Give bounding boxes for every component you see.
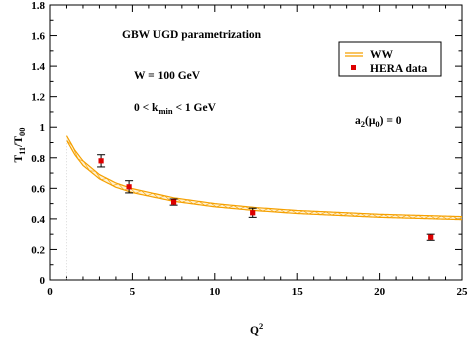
ww-band-hatch bbox=[147, 192, 154, 197]
annotation-energy: W = 100 GeV bbox=[134, 70, 201, 82]
x-axis-title: Q2 bbox=[250, 321, 263, 337]
hera-point bbox=[171, 199, 177, 205]
hera-point bbox=[98, 158, 104, 164]
y-tick-label: 0.4 bbox=[31, 214, 45, 226]
annotation-a2-mid: (μ bbox=[365, 115, 376, 127]
hera-point-group bbox=[125, 180, 134, 194]
x-tick-label: 15 bbox=[292, 286, 304, 298]
ww-band-hatch bbox=[141, 190, 148, 196]
annotation-kmin-sub: min bbox=[158, 106, 172, 116]
annotation-a2-post: ) = 0 bbox=[380, 115, 402, 127]
x-tick-label: 0 bbox=[47, 286, 53, 298]
annotation-a2-sub: 2 bbox=[361, 119, 365, 129]
hera-point-group bbox=[426, 233, 435, 241]
x-tick-label: 25 bbox=[457, 286, 469, 298]
legend-box bbox=[338, 41, 442, 77]
hera-point bbox=[126, 184, 132, 190]
annotation-a2-pre: a bbox=[355, 115, 361, 127]
annotation-kmin: 0 < kmin < 1 GeV bbox=[134, 102, 217, 116]
y-axis-title-s2: 00 bbox=[17, 127, 27, 136]
hera-points bbox=[97, 154, 435, 241]
ww-band-upper bbox=[65, 135, 463, 218]
ww-band bbox=[65, 135, 463, 280]
y-tick-label: 1.2 bbox=[31, 92, 45, 104]
y-tick-label: 0.8 bbox=[31, 153, 45, 165]
annotation-kmin-pre: 0 < k bbox=[134, 102, 159, 114]
hera-point bbox=[250, 210, 256, 216]
y-tick-label: 1.6 bbox=[31, 31, 45, 43]
annotation-a2: a2(μ0) = 0 bbox=[355, 115, 402, 129]
x-axis-title-sup: 2 bbox=[259, 321, 263, 331]
ww-band-fill bbox=[66, 135, 462, 220]
y-tick-label: 0 bbox=[40, 275, 46, 287]
y-tick-label: 1.8 bbox=[31, 0, 45, 12]
y-axis-title: T11/T00 bbox=[13, 127, 27, 162]
hera-point bbox=[428, 234, 434, 240]
y-tick-label: 0.2 bbox=[31, 244, 45, 256]
annotation-kmin-post: < 1 GeV bbox=[173, 102, 217, 114]
x-tick-label: 10 bbox=[209, 286, 221, 298]
legend: WW HERA data bbox=[338, 41, 442, 77]
ww-band-hatch bbox=[106, 178, 113, 186]
x-axis-title-base: Q bbox=[250, 325, 259, 337]
ww-band-hatch bbox=[135, 190, 142, 194]
y-axis-title-s1: 11 bbox=[17, 147, 27, 155]
hera-point-group bbox=[97, 154, 106, 168]
annotation-title: GBW UGD parametrization bbox=[122, 29, 262, 41]
legend-swatch-hera bbox=[351, 65, 356, 70]
hera-point-group bbox=[169, 198, 178, 206]
y-axis-title-slash: /T bbox=[13, 136, 25, 148]
ww-band-hatch bbox=[101, 178, 107, 180]
y-tick-label: 1.4 bbox=[31, 61, 45, 73]
ww-band-hatch bbox=[118, 183, 125, 191]
x-tick-label: 20 bbox=[374, 286, 386, 298]
legend-label-hera: HERA data bbox=[370, 63, 427, 75]
legend-label-ww: WW bbox=[370, 49, 394, 61]
y-axis-title-t1: T bbox=[13, 155, 25, 163]
x-tick-label: 5 bbox=[130, 286, 136, 298]
y-tick-label: 1 bbox=[40, 122, 46, 134]
annotation-a2-sub2: 0 bbox=[375, 119, 379, 129]
hera-point-group bbox=[248, 207, 257, 218]
y-tick-label: 0.6 bbox=[31, 183, 45, 195]
